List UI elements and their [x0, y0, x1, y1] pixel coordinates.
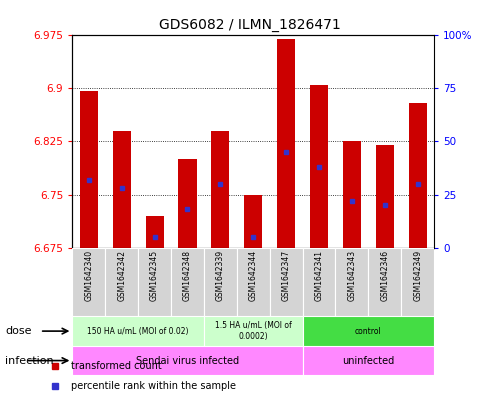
- Text: GSM1642342: GSM1642342: [117, 250, 126, 301]
- Bar: [179, 159, 197, 248]
- Bar: [105, 248, 138, 316]
- Bar: [302, 248, 335, 316]
- Text: uninfected: uninfected: [342, 356, 395, 365]
- Bar: [113, 131, 131, 248]
- Text: 150 HA u/mL (MOI of 0.02): 150 HA u/mL (MOI of 0.02): [87, 327, 189, 336]
- Text: GSM1642344: GSM1642344: [249, 250, 258, 301]
- Bar: [368, 248, 401, 316]
- Bar: [237, 248, 269, 316]
- Bar: [171, 248, 204, 316]
- Text: GSM1642341: GSM1642341: [314, 250, 323, 301]
- Bar: [138, 248, 171, 316]
- Bar: [72, 248, 105, 316]
- Text: GSM1642347: GSM1642347: [281, 250, 290, 301]
- Bar: [302, 346, 434, 375]
- Text: GSM1642345: GSM1642345: [150, 250, 159, 301]
- Bar: [244, 195, 262, 248]
- Bar: [269, 248, 302, 316]
- Bar: [343, 141, 361, 248]
- Text: control: control: [355, 327, 382, 336]
- Text: GSM1642346: GSM1642346: [380, 250, 389, 301]
- Bar: [204, 248, 237, 316]
- Bar: [72, 316, 204, 346]
- Text: GDS6082 / ILMN_1826471: GDS6082 / ILMN_1826471: [159, 18, 340, 32]
- Text: GSM1642343: GSM1642343: [347, 250, 356, 301]
- Bar: [401, 248, 434, 316]
- Text: infection: infection: [5, 356, 53, 365]
- Bar: [376, 145, 394, 248]
- Bar: [80, 90, 98, 248]
- Bar: [335, 248, 368, 316]
- Text: GSM1642339: GSM1642339: [216, 250, 225, 301]
- Text: GSM1642348: GSM1642348: [183, 250, 192, 301]
- Bar: [72, 346, 302, 375]
- Text: percentile rank within the sample: percentile rank within the sample: [70, 381, 236, 391]
- Bar: [310, 85, 328, 248]
- Text: transformed count: transformed count: [70, 362, 161, 371]
- Bar: [204, 316, 302, 346]
- Bar: [211, 131, 230, 248]
- Text: GSM1642349: GSM1642349: [413, 250, 422, 301]
- Text: dose: dose: [5, 326, 31, 336]
- Text: GSM1642340: GSM1642340: [84, 250, 93, 301]
- Bar: [302, 316, 434, 346]
- Bar: [146, 216, 164, 248]
- Bar: [277, 39, 295, 248]
- Bar: [409, 103, 427, 248]
- Text: Sendai virus infected: Sendai virus infected: [136, 356, 239, 365]
- Text: 1.5 HA u/mL (MOI of
0.0002): 1.5 HA u/mL (MOI of 0.0002): [215, 321, 291, 341]
